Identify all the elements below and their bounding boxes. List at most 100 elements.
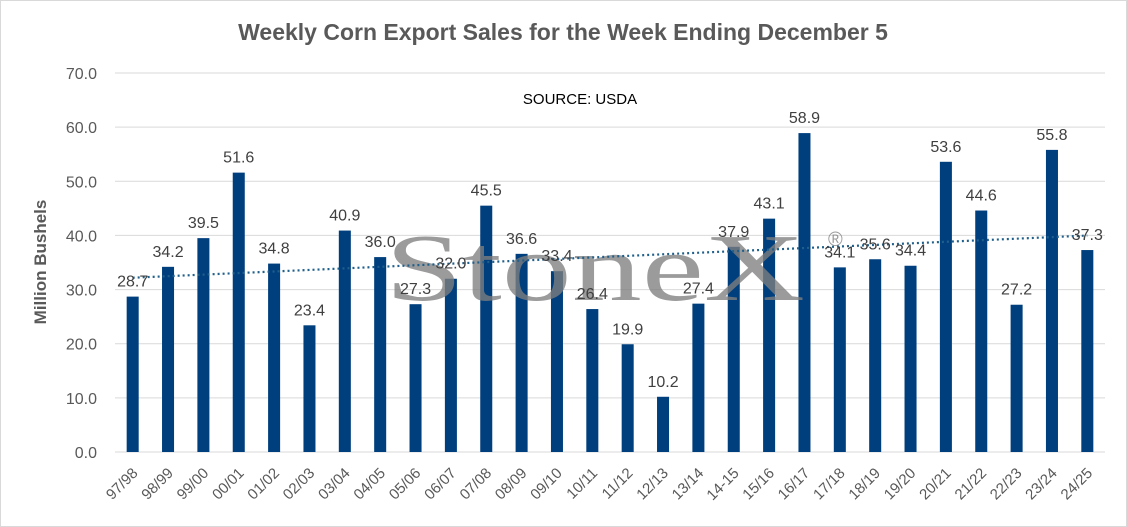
- bar: [197, 238, 210, 452]
- x-tick-label: 00/01: [209, 465, 248, 504]
- bar: [763, 218, 776, 452]
- x-tick-label: 99/00: [174, 465, 213, 504]
- y-tick-label: 50.0: [66, 174, 97, 191]
- x-tick-label: 21/22: [952, 465, 991, 504]
- bar: [939, 161, 952, 452]
- data-label: 10.2: [647, 374, 678, 391]
- data-label: 27.4: [683, 281, 714, 298]
- x-axis-ticks: 97/9898/9999/0000/0101/0202/0303/0404/05…: [103, 465, 1096, 504]
- y-tick-label: 10.0: [66, 391, 97, 408]
- bar: [1081, 250, 1094, 452]
- data-label: 33.4: [541, 248, 572, 265]
- bar: [586, 309, 599, 452]
- bar: [1010, 304, 1023, 452]
- x-tick-label: 13/14: [669, 465, 708, 504]
- x-tick-label: 19/20: [881, 465, 920, 504]
- x-tick-label: 09/10: [527, 465, 566, 504]
- x-tick-label: 17/18: [810, 465, 849, 504]
- data-label: 36.0: [365, 234, 396, 251]
- data-labels: 28.734.2 39.5 51.6 34.8 23.4 40.9 36.0 27.332.0…: [117, 110, 1103, 391]
- y-tick-label: 20.0: [66, 337, 97, 354]
- data-label: 34.2: [152, 244, 183, 261]
- data-label: 27.3: [400, 281, 431, 298]
- stonex-watermark: StoneX ®: [385, 214, 843, 321]
- data-label: 37.9: [718, 224, 749, 241]
- bar: [904, 265, 917, 452]
- x-tick-label: 11/12: [599, 465, 637, 503]
- bar: [444, 278, 457, 452]
- data-label: 34.8: [259, 241, 290, 258]
- x-tick-label: 06/07: [421, 465, 460, 504]
- data-label: 28.7: [117, 274, 148, 291]
- data-label: 32.0: [435, 256, 466, 273]
- data-label: 58.9: [789, 110, 820, 127]
- x-tick-label: 18/19: [845, 465, 884, 504]
- data-label: 36.6: [506, 231, 537, 248]
- data-label: 37.3: [1072, 227, 1103, 244]
- bar: [409, 304, 422, 452]
- bar: [162, 266, 175, 452]
- data-label: 43.1: [754, 196, 785, 213]
- chart-title: Weekly Corn Export Sales for the Week En…: [238, 19, 888, 45]
- bar: [126, 296, 139, 452]
- x-tick-label: 03/04: [315, 465, 354, 504]
- y-tick-label: 70.0: [66, 66, 97, 83]
- bar: [550, 271, 563, 452]
- bar: [657, 396, 670, 452]
- data-label: 27.2: [1001, 282, 1032, 299]
- y-tick-label: 0.0: [75, 445, 97, 462]
- bar: [727, 246, 740, 452]
- bar: [480, 205, 493, 452]
- bar: [833, 267, 846, 452]
- bar: [303, 325, 316, 452]
- bar: [1045, 149, 1058, 452]
- data-label: 39.5: [188, 215, 219, 232]
- x-tick-label: 98/99: [138, 465, 177, 504]
- x-tick-label: 15/16: [739, 465, 778, 504]
- x-tick-label: 14-15: [703, 465, 742, 504]
- data-label: 51.6: [223, 150, 254, 167]
- trendline: [132, 234, 1088, 279]
- x-tick-label: 12/13: [633, 465, 672, 504]
- x-tick-label: 22/23: [987, 465, 1026, 504]
- x-tick-label: 04/05: [350, 465, 389, 504]
- bar: [338, 230, 351, 452]
- x-tick-label: 02/03: [280, 465, 319, 504]
- y-axis-ticks: 0.0 10.0 20.0 30.0 40.0 50.0 60.0 70.0: [66, 66, 97, 462]
- y-tick-label: 30.0: [66, 283, 97, 300]
- x-tick-label: 16/17: [775, 465, 814, 504]
- bar: [232, 172, 245, 452]
- data-label: 53.6: [930, 139, 961, 156]
- data-label: 23.4: [294, 302, 325, 319]
- bars: [126, 133, 1094, 452]
- y-tick-label: 40.0: [66, 228, 97, 245]
- data-label: 34.4: [895, 243, 926, 260]
- data-label: 35.6: [860, 236, 891, 253]
- source-annotation: SOURCE: USDA: [523, 91, 637, 108]
- x-tick-label: 20/21: [916, 465, 955, 504]
- data-label: 40.9: [329, 208, 360, 225]
- data-label: 45.5: [471, 183, 502, 200]
- bar: [869, 259, 882, 452]
- x-tick-label: 01/02: [244, 465, 283, 504]
- bar: [268, 263, 281, 452]
- data-label: 19.9: [612, 321, 643, 338]
- bar: [621, 344, 634, 452]
- data-label: 55.8: [1036, 127, 1067, 144]
- bar: [374, 257, 387, 452]
- x-tick-label: 23/24: [1022, 465, 1061, 504]
- x-tick-label: 10/11: [563, 465, 601, 503]
- watermark-text: StoneX: [385, 214, 805, 321]
- data-label: 44.6: [966, 188, 997, 205]
- bar: [798, 133, 811, 452]
- bar: [975, 210, 988, 452]
- y-axis-label: Million Bushels: [31, 200, 50, 325]
- x-tick-label: 08/09: [492, 465, 531, 504]
- data-label: 34.1: [824, 244, 855, 261]
- x-tick-label: 24/25: [1058, 465, 1097, 504]
- bar: [692, 303, 705, 452]
- bar: [515, 253, 528, 452]
- x-tick-label: 05/06: [386, 465, 425, 504]
